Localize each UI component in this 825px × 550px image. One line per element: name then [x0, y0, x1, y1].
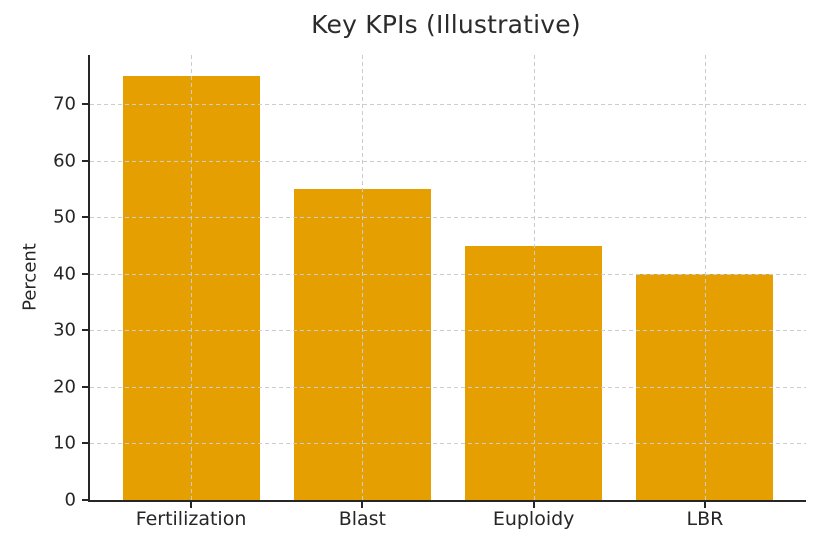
- chart-title: Key KPIs (Illustrative): [311, 10, 581, 39]
- y-tick-label: 30: [53, 319, 76, 341]
- y-tick-label: 50: [53, 206, 76, 228]
- gridline-x-blast: [362, 55, 364, 500]
- y-tick-label: 0: [64, 489, 76, 511]
- plot-area: 0 10 20 30 40 50 60 70 Fertilization Blast Euploid…: [53, 55, 806, 530]
- y-tick-label: 40: [53, 263, 76, 285]
- y-tick-mark: [82, 499, 88, 501]
- gridline-y-20: [90, 386, 806, 388]
- y-tick-mark: [82, 329, 88, 332]
- gridline-y-70: [90, 104, 806, 106]
- y-tick-label: 20: [53, 376, 76, 398]
- gridline-y-50: [90, 217, 806, 219]
- y-tick-mark: [82, 385, 88, 388]
- gridline-x-euploidy: [533, 55, 535, 500]
- y-tick-mark: [82, 272, 88, 275]
- y-tick-label: 70: [53, 93, 76, 115]
- gridline-x-fertilization: [191, 55, 193, 500]
- y-tick-label: 60: [53, 150, 76, 172]
- gridline-x-lbr: [704, 55, 706, 500]
- y-tick-label: 10: [53, 432, 76, 454]
- gridline-y-40: [90, 273, 806, 275]
- y-tick-mark: [82, 103, 88, 106]
- y-tick-mark: [82, 442, 88, 445]
- x-tick-mark: [703, 502, 706, 508]
- gridline-y-60: [90, 160, 806, 162]
- y-tick-mark: [82, 159, 88, 162]
- x-tick-label: Fertilization: [135, 508, 247, 530]
- x-tick-label: Blast: [338, 508, 386, 530]
- x-tick-label: LBR: [686, 508, 724, 530]
- gridline-y-10: [90, 443, 806, 445]
- x-tick-mark: [190, 502, 193, 508]
- x-tick-label: Euploidy: [492, 508, 575, 530]
- x-tick-mark: [361, 502, 364, 508]
- y-tick-mark: [82, 216, 88, 219]
- x-tick-mark: [532, 502, 535, 508]
- gridline-y-30: [90, 330, 806, 332]
